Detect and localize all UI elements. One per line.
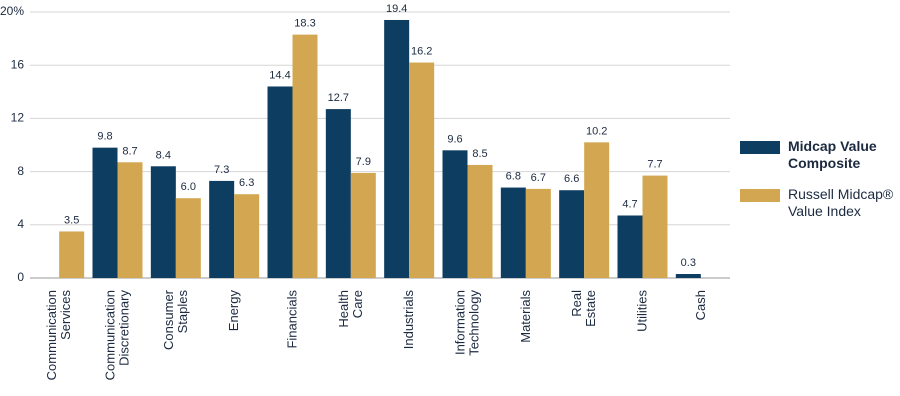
bar bbox=[234, 194, 260, 278]
x-tick-label: Financials bbox=[285, 290, 300, 349]
value-label: 7.9 bbox=[356, 156, 371, 168]
x-tick-label: CommunicationServices bbox=[44, 290, 73, 381]
x-tick-label-line: Communication bbox=[44, 290, 59, 380]
legend-swatch bbox=[740, 189, 780, 202]
y-tick-label: 20% bbox=[0, 4, 24, 18]
x-tick-label-line: Discretionary bbox=[117, 290, 132, 366]
legend-label: Midcap Value Composite bbox=[788, 138, 877, 171]
value-label: 4.7 bbox=[622, 198, 637, 210]
x-tick-label-line: Estate bbox=[583, 290, 598, 327]
bar bbox=[525, 188, 551, 278]
x-tick-label: Cash bbox=[693, 290, 708, 320]
value-label: 16.2 bbox=[411, 46, 432, 58]
y-tick-label: 12 bbox=[11, 111, 25, 125]
bar bbox=[117, 162, 143, 278]
value-label: 6.3 bbox=[239, 177, 254, 189]
value-label: 12.7 bbox=[328, 92, 349, 104]
value-label: 14.4 bbox=[269, 69, 290, 81]
x-tick-label: ConsumerStaples bbox=[161, 289, 190, 350]
bar bbox=[559, 190, 585, 278]
bar bbox=[292, 34, 318, 278]
x-tick-label: Energy bbox=[226, 290, 241, 332]
value-label: 8.4 bbox=[156, 149, 171, 161]
x-tick-label-line: Health bbox=[336, 290, 351, 328]
bar bbox=[267, 86, 293, 278]
bar bbox=[350, 172, 376, 278]
x-tick-label: InformationTechnology bbox=[453, 290, 482, 356]
x-tick-label: Utilities bbox=[635, 290, 650, 332]
x-tick-label-line: Information bbox=[453, 290, 468, 355]
bar bbox=[150, 166, 176, 278]
x-tick-label-line: Financials bbox=[285, 290, 300, 349]
value-label: 7.3 bbox=[214, 164, 229, 176]
x-tick-label-line: Care bbox=[350, 290, 365, 318]
y-tick-label: 16 bbox=[11, 57, 25, 71]
x-tick-label-line: Services bbox=[58, 290, 73, 340]
bar bbox=[92, 147, 118, 278]
value-label: 7.7 bbox=[647, 159, 662, 171]
x-tick-label-line: Utilities bbox=[635, 290, 650, 332]
value-label: 9.6 bbox=[447, 133, 462, 145]
x-tick-label: Industrials bbox=[401, 290, 416, 350]
bar bbox=[467, 164, 493, 278]
x-tick-label: HealthCare bbox=[336, 290, 365, 328]
x-tick-label-line: Materials bbox=[518, 290, 533, 343]
value-label: 0.3 bbox=[681, 257, 696, 269]
value-label: 9.8 bbox=[97, 131, 112, 143]
bar bbox=[409, 62, 435, 278]
x-tick-label-line: Communication bbox=[103, 290, 118, 380]
x-tick-label-line: Technology bbox=[467, 290, 482, 356]
value-label: 6.8 bbox=[506, 171, 521, 183]
x-tick-label-line: Energy bbox=[226, 290, 241, 332]
bar bbox=[384, 19, 410, 278]
bar bbox=[59, 231, 85, 278]
value-label: 3.5 bbox=[64, 214, 79, 226]
y-tick-label: 8 bbox=[17, 164, 24, 178]
y-tick-label: 4 bbox=[17, 217, 24, 231]
bar bbox=[175, 198, 201, 278]
bar bbox=[209, 180, 235, 278]
y-tick-label: 0 bbox=[17, 270, 24, 284]
legend-label: Russell Midcap® Value Index bbox=[788, 186, 894, 219]
bar bbox=[642, 175, 668, 278]
x-tick-label: RealEstate bbox=[569, 290, 598, 327]
bar bbox=[442, 150, 468, 278]
value-label: 8.7 bbox=[122, 145, 137, 157]
bar bbox=[325, 109, 351, 278]
value-label: 6.6 bbox=[564, 173, 579, 185]
value-label: 18.3 bbox=[294, 18, 315, 30]
x-tick-label: Materials bbox=[518, 290, 533, 343]
value-label: 6.7 bbox=[531, 172, 546, 184]
x-tick-label-line: Cash bbox=[693, 290, 708, 320]
legend-swatch bbox=[740, 141, 780, 154]
x-tick-label-line: Consumer bbox=[161, 289, 176, 350]
x-tick-label-line: Industrials bbox=[401, 290, 416, 350]
x-tick-label-line: Staples bbox=[175, 290, 190, 334]
bar bbox=[617, 215, 643, 278]
bar bbox=[675, 274, 701, 278]
bar bbox=[584, 142, 610, 278]
value-label: 19.4 bbox=[386, 3, 407, 15]
legend-item: Russell Midcap® Value Index bbox=[740, 186, 898, 220]
x-tick-label: CommunicationDiscretionary bbox=[103, 290, 132, 381]
bar bbox=[500, 187, 526, 278]
value-label: 6.0 bbox=[181, 181, 196, 193]
x-tick-label-line: Real bbox=[569, 290, 584, 317]
value-label: 10.2 bbox=[586, 125, 607, 137]
legend-item: Midcap Value Composite bbox=[740, 138, 898, 172]
value-label: 8.5 bbox=[472, 148, 487, 160]
